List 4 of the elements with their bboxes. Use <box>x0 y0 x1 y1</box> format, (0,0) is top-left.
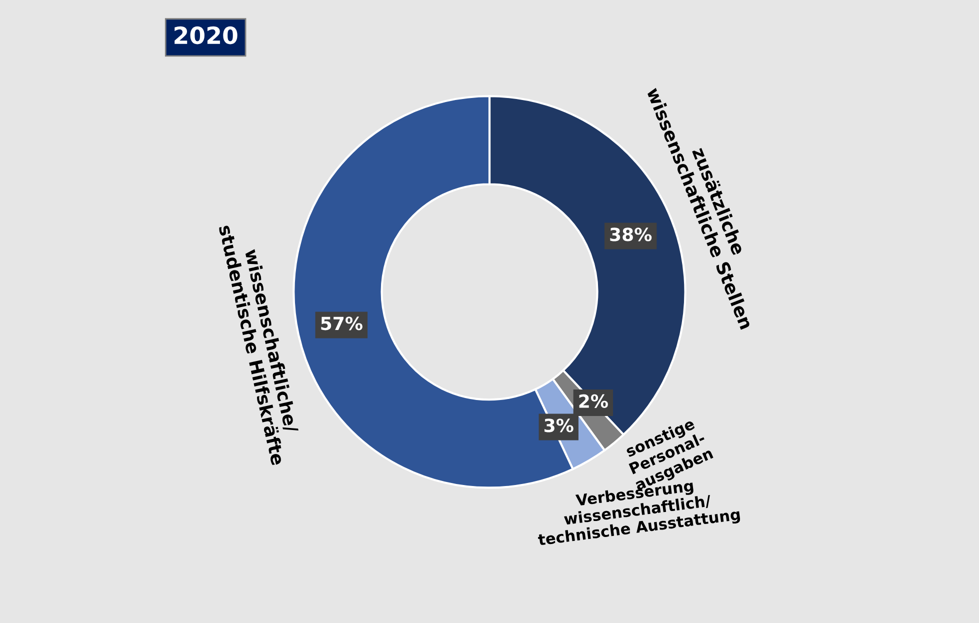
data-label: 2% <box>579 394 608 408</box>
chart-title: 2020 <box>174 26 238 44</box>
data-label: 3% <box>544 418 574 432</box>
data-label: 57% <box>321 316 362 330</box>
